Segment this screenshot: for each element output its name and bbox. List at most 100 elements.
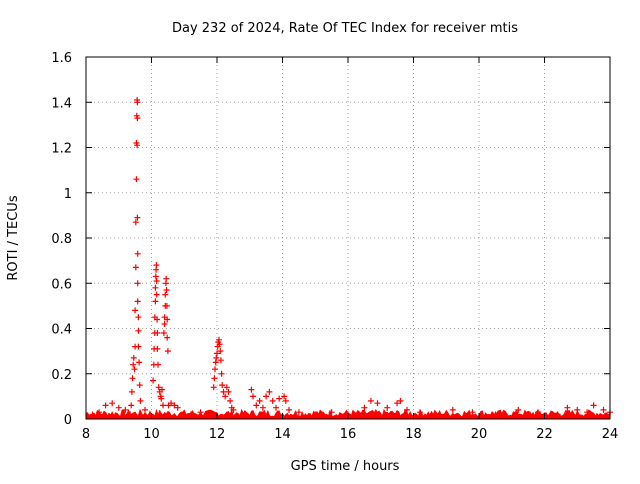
y-tick-labels: 0 0.2 0.4 0.6 0.8 1 1.2 1.4 1.6 [51, 51, 72, 428]
data-point [152, 284, 159, 291]
data-point [128, 402, 135, 409]
data-point [153, 291, 160, 298]
data-point [361, 404, 368, 411]
data-point [168, 400, 175, 407]
data-point [134, 115, 141, 122]
data-point [115, 404, 122, 411]
data-point [404, 406, 410, 413]
data-point [397, 397, 404, 404]
data-point [574, 406, 581, 413]
data-point [394, 400, 401, 407]
data-point [102, 402, 109, 409]
data-point [135, 343, 142, 350]
data-point [163, 275, 170, 282]
data-point [282, 397, 289, 404]
data-point [154, 345, 161, 352]
data-point [469, 409, 476, 416]
data-point [223, 384, 230, 391]
data-point [212, 366, 218, 373]
data-point [162, 291, 169, 298]
data-point [214, 350, 220, 357]
data-point [218, 370, 225, 377]
x-tick-labels: 8 10 12 14 16 18 20 22 24 [82, 427, 618, 442]
data-point [152, 273, 159, 280]
data-point [155, 361, 161, 368]
data-point [134, 214, 141, 221]
data-point [174, 404, 181, 411]
data-point [134, 250, 141, 257]
data-point [122, 406, 129, 413]
data-point [216, 341, 223, 348]
y-tick-label: 1.2 [51, 142, 72, 157]
data-point [96, 409, 103, 416]
data-point [132, 264, 139, 271]
data-point [230, 406, 237, 413]
data-point [134, 99, 141, 106]
y-tick-label: 0.6 [51, 277, 72, 292]
data-point [160, 402, 166, 409]
data-point [153, 278, 160, 284]
data-point [281, 393, 288, 400]
tick-marks [85, 56, 611, 420]
data-point [554, 411, 561, 418]
data-point [515, 406, 522, 413]
x-tick-label: 8 [82, 427, 90, 442]
x-axis-label: GPS time / hours [291, 459, 400, 474]
data-point [159, 386, 165, 393]
data-point [89, 411, 96, 418]
data-point [154, 330, 161, 336]
data-point [130, 361, 137, 368]
data-point [132, 219, 139, 226]
data-point [211, 375, 218, 382]
data-point [132, 307, 139, 314]
data-point [564, 404, 571, 411]
data-point [256, 397, 263, 404]
x-tick-label: 22 [536, 427, 553, 442]
x-tick-label: 18 [405, 427, 422, 442]
data-point [164, 316, 171, 323]
y-tick-label: 1 [64, 187, 72, 202]
data-point [286, 406, 292, 413]
data-point [227, 397, 234, 404]
data-point [171, 402, 178, 409]
data-point [135, 327, 142, 334]
data-point [164, 334, 171, 341]
data-point [197, 409, 204, 416]
data-point [161, 321, 168, 327]
data-point [210, 384, 217, 391]
data-point [134, 280, 141, 287]
data-point [150, 377, 157, 384]
x-tick-label: 24 [602, 427, 619, 442]
data-point [219, 382, 226, 389]
data-point [130, 354, 137, 361]
data-point [492, 411, 499, 418]
data-point [295, 409, 302, 416]
y-tick-label: 1.4 [51, 96, 72, 111]
x-tick-label: 20 [471, 427, 488, 442]
data-point [142, 406, 148, 413]
data-point [217, 357, 224, 364]
y-tick-label: 0 [64, 413, 72, 428]
data-point [253, 402, 260, 409]
data-point [136, 359, 143, 366]
data-point [273, 404, 279, 411]
data-point [312, 411, 319, 418]
data-point [163, 287, 170, 293]
data-point [436, 411, 443, 418]
data-point [535, 409, 541, 416]
data-point [248, 386, 255, 393]
data-point [160, 330, 167, 336]
data-point [131, 366, 138, 373]
data-point [127, 411, 134, 418]
data-point [158, 395, 165, 402]
x-tick-label: 16 [340, 427, 357, 442]
data-point [259, 404, 266, 411]
data-point [328, 409, 335, 416]
data-point [128, 388, 135, 395]
y-tick-label: 0.8 [51, 232, 72, 247]
data-point [135, 314, 142, 321]
data-point [187, 411, 194, 418]
data-point [133, 176, 140, 183]
